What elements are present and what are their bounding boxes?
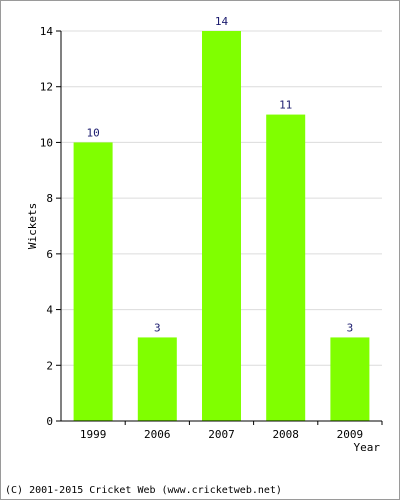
x-ticks: 1999 2006 2007 2008 2009	[80, 421, 383, 441]
bar	[266, 114, 306, 422]
bar	[137, 337, 177, 421]
x-tick-label: 2006	[144, 428, 171, 441]
y-tick-label: 12	[40, 81, 53, 94]
y-tick-label: 0	[46, 415, 53, 428]
x-tick-label: 2009	[337, 428, 364, 441]
x-tick-label: 2007	[208, 428, 235, 441]
y-tick-label: 6	[46, 248, 53, 261]
y-tick-label: 4	[46, 304, 53, 317]
y-tick-label: 14	[40, 25, 54, 38]
bar	[73, 142, 113, 421]
x-axis-title: Year	[354, 441, 381, 454]
x-tick-label: 2008	[272, 428, 299, 441]
copyright-footer: (C) 2001-2015 Cricket Web (www.cricketwe…	[5, 485, 282, 496]
data-label: 11	[279, 99, 292, 112]
data-label: 10	[86, 126, 99, 139]
axes	[60, 31, 382, 422]
data-label: 3	[154, 321, 161, 334]
y-tick-label: 2	[46, 359, 53, 372]
y-ticks: 0 2 4 6 8 10 12 14	[40, 25, 61, 428]
data-labels: 10 3 14 11 3	[86, 15, 353, 334]
y-tick-label: 10	[40, 136, 53, 149]
bars	[73, 31, 370, 422]
x-tick-label: 1999	[80, 428, 107, 441]
bar	[330, 337, 370, 421]
bar-chart: 0 2 4 6 8 10 12 14 1999 2006 2007 2008 2009 10 3 14 11…	[26, 15, 383, 454]
data-label: 3	[347, 321, 354, 334]
y-tick-label: 8	[46, 192, 53, 205]
bar	[202, 31, 241, 421]
data-label: 14	[215, 15, 229, 28]
y-axis-title: Wickets	[26, 203, 39, 249]
